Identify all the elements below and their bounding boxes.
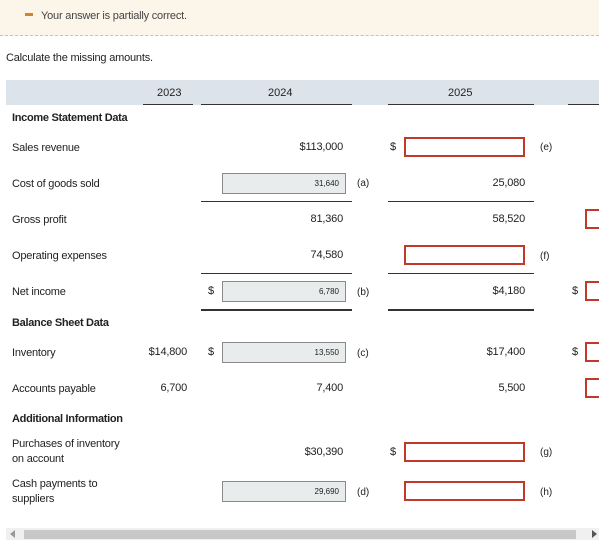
marker-g: (g) (540, 447, 553, 458)
net-income-2025: $4,180 (492, 285, 526, 297)
scroll-right-arrow-icon[interactable] (592, 530, 597, 538)
marker-f: (f) (540, 251, 550, 262)
header-underline-2024 (201, 104, 352, 105)
year-2025-header: 2025 (448, 87, 473, 99)
row-label-cash-payments-line1: Cash payments to (12, 478, 98, 490)
inventory-2024-currency: $ (208, 346, 215, 358)
cogs-underline-2024 (201, 201, 352, 202)
header-underline-extra (568, 104, 599, 105)
gross-profit-2025: 58,520 (492, 213, 526, 225)
feedback-banner: Your answer is partially correct. (0, 0, 599, 36)
row-label-cash-payments-line2: suppliers (12, 493, 55, 505)
question-prompt: Calculate the missing amounts. (6, 52, 153, 64)
marker-a: (a) (357, 178, 370, 189)
net-income-extra-currency: $ (572, 285, 579, 297)
row-label-purchases-line2: on account (12, 453, 64, 465)
accounts-payable-extra-input[interactable] (585, 378, 599, 398)
marker-h: (h) (540, 487, 553, 498)
inventory-2025: $17,400 (486, 346, 526, 358)
gross-profit-extra-input[interactable] (585, 209, 599, 229)
cogs-underline-2025 (388, 201, 534, 202)
accounts-payable-2024: 7,400 (316, 382, 343, 394)
section-income-statement: Income Statement Data (12, 112, 128, 124)
net-income-2024-currency: $ (208, 285, 215, 297)
marker-d: (d) (357, 487, 370, 498)
accounts-payable-2023: 6,700 (160, 382, 187, 394)
inventory-extra-currency: $ (572, 346, 579, 358)
accounts-payable-2025: 5,500 (498, 382, 525, 394)
opex-underline-2025 (388, 273, 534, 274)
inventory-2023: $14,800 (148, 346, 188, 358)
cash-payments-2024-input[interactable]: 29,690 (222, 481, 346, 502)
inventory-2024-input[interactable]: 13,550 (222, 342, 346, 363)
row-label-sales-revenue: Sales revenue (12, 142, 80, 154)
sales-revenue-2025-currency: $ (390, 141, 397, 153)
operating-expenses-2024: 74,580 (310, 249, 344, 261)
row-label-net-income: Net income (12, 286, 66, 298)
horizontal-scrollbar[interactable] (6, 528, 599, 540)
section-additional-information: Additional Information (12, 413, 123, 425)
year-header-band (6, 80, 599, 105)
scrollbar-thumb[interactable] (24, 530, 576, 539)
header-underline-2023 (143, 104, 193, 105)
row-label-inventory: Inventory (12, 347, 56, 359)
marker-b: (b) (357, 287, 370, 298)
gross-profit-2024: 81,360 (310, 213, 344, 225)
purchases-2024: $30,390 (304, 446, 344, 458)
net-income-2024-input[interactable]: 6,780 (222, 281, 346, 302)
marker-e: (e) (540, 142, 553, 153)
answer-input-e[interactable] (404, 137, 525, 157)
net-income-double-underline-2024 (201, 309, 352, 311)
scroll-left-arrow-icon[interactable] (10, 530, 15, 538)
feedback-text: Your answer is partially correct. (41, 10, 187, 22)
net-income-double-underline-2025 (388, 309, 534, 311)
opex-underline-2024 (201, 273, 352, 274)
row-label-cogs: Cost of goods sold (12, 178, 100, 190)
purchases-2025-currency: $ (390, 446, 397, 458)
partial-correct-icon (25, 13, 33, 16)
row-label-operating-expenses: Operating expenses (12, 250, 107, 262)
net-income-extra-input[interactable] (585, 281, 599, 301)
row-label-purchases-line1: Purchases of inventory (12, 438, 120, 450)
marker-c: (c) (357, 348, 369, 359)
sales-revenue-2024: $113,000 (299, 141, 344, 153)
header-underline-2025 (388, 104, 534, 105)
row-label-accounts-payable: Accounts payable (12, 383, 96, 395)
inventory-extra-input[interactable] (585, 342, 599, 362)
cogs-2025: 25,080 (492, 177, 526, 189)
year-2024-header: 2024 (268, 87, 293, 99)
row-label-gross-profit: Gross profit (12, 214, 67, 226)
cogs-2024-input[interactable]: 31,640 (222, 173, 346, 194)
section-balance-sheet: Balance Sheet Data (12, 317, 109, 329)
answer-input-g[interactable] (404, 442, 525, 462)
answer-input-f[interactable] (404, 245, 525, 265)
year-2023-header: 2023 (157, 87, 182, 99)
answer-input-h[interactable] (404, 481, 525, 501)
